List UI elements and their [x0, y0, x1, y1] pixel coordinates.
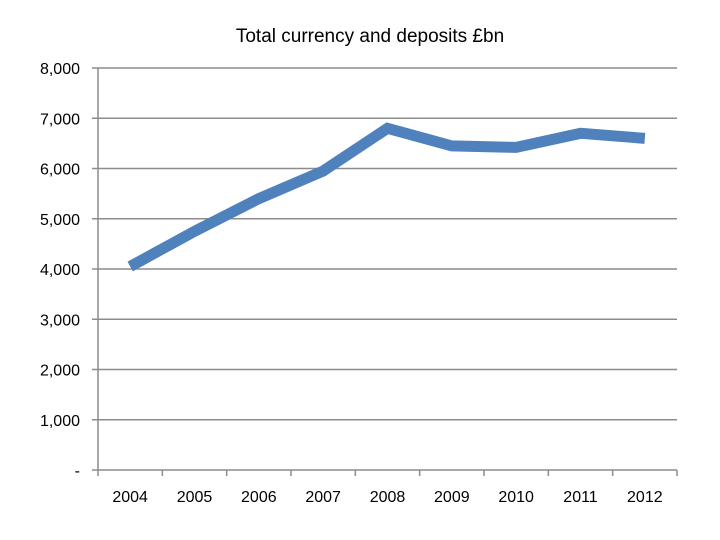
y-tick-label: - [75, 463, 80, 480]
y-tick-label: 8,000 [40, 61, 80, 78]
x-tick-label: 2005 [177, 489, 213, 506]
x-tick-label: 2011 [563, 489, 598, 506]
x-tick-label: 2012 [627, 489, 663, 506]
chart-title: Total currency and deposits £bn [235, 26, 505, 47]
y-tick-label: 7,000 [40, 111, 80, 128]
x-tick-label: 2007 [305, 489, 341, 506]
y-tick-label: 1,000 [40, 413, 80, 430]
gridlines [98, 67, 677, 421]
x-tick-label: 2010 [498, 489, 534, 506]
y-tick-label: 2,000 [40, 363, 80, 380]
axes [92, 67, 678, 476]
y-tick-label: 5,000 [40, 212, 80, 229]
x-tick-label: 2009 [434, 489, 470, 506]
x-tick-label: 2008 [370, 489, 406, 506]
x-tick-label: 2004 [112, 489, 148, 506]
y-tick-label: 3,000 [40, 312, 80, 329]
x-tick-label: 2006 [241, 489, 277, 506]
series-layer [127, 122, 646, 272]
series-line [127, 122, 646, 272]
x-tick-labels: 2004 2005 2006 2007 2008 2009 2010 2011 2012 [112, 489, 662, 506]
y-tick-label: 6,000 [40, 162, 80, 179]
y-tick-label: 4,000 [40, 262, 80, 279]
y-tick-labels: - 1,000 2,000 3,000 4,000 5,000 6,000 7,000 8,00… [40, 61, 80, 480]
